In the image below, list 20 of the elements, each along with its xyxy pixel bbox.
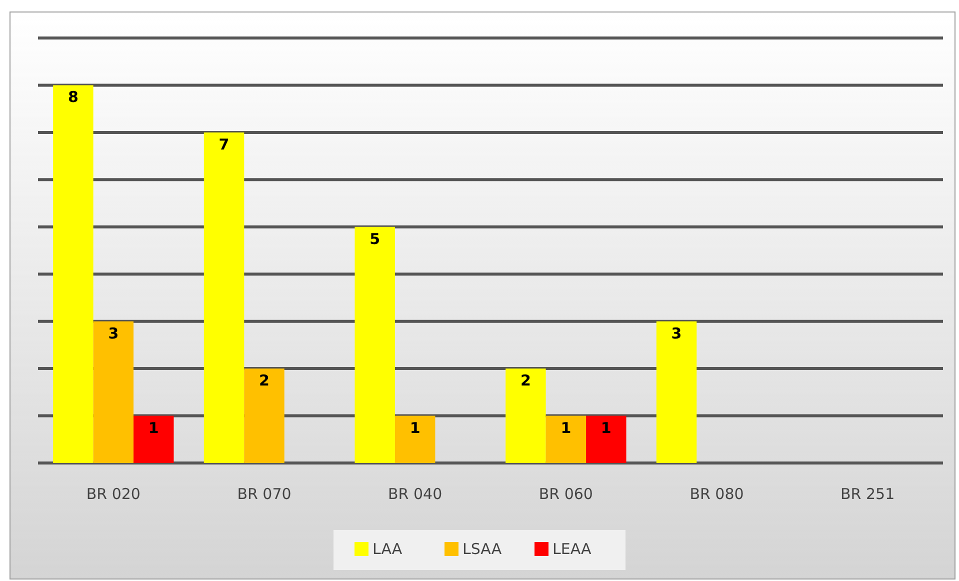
data-label: 5 [370,230,380,248]
data-label: 1 [560,418,572,437]
x-tick-label: BR 060 [538,485,593,503]
data-label: 1 [600,418,612,437]
data-label: 2 [520,372,531,390]
data-label: 3 [671,324,682,342]
data-label: 1 [410,418,420,437]
legend-label: LSAA [462,540,502,558]
x-tick-label: BR 020 [86,485,140,503]
data-label: 1 [148,418,159,437]
data-label: 2 [259,372,270,390]
data-label: 8 [68,88,78,106]
x-tick-label: BR 251 [840,485,895,503]
x-tick-label: BR 080 [690,485,744,503]
data-label: 3 [108,324,119,342]
x-tick-label: BR 040 [388,485,442,503]
legend-label: LEAA [552,540,592,558]
data-label: 7 [218,135,230,154]
x-tick-label: BR 070 [237,485,292,503]
legend-label: LAA [372,540,403,558]
